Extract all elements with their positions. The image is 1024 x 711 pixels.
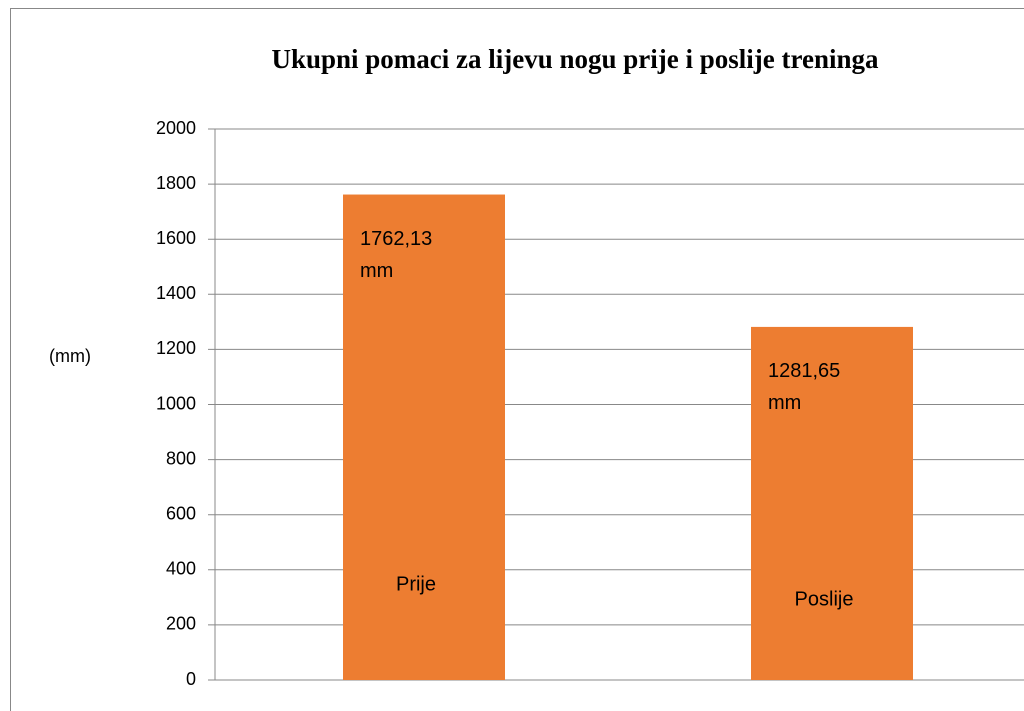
y-tick-label: 1800 [156, 173, 196, 193]
value-label: 1281,65 mm [768, 359, 841, 414]
y-tick-label: 800 [166, 448, 196, 468]
category-label: Poslije [795, 588, 854, 610]
y-tick-label: 400 [166, 559, 196, 579]
y-tick-label: 1000 [156, 393, 196, 413]
bar [343, 194, 505, 680]
y-tick-label: 600 [166, 503, 196, 523]
y-tick-label: 1200 [156, 338, 196, 358]
y-tick-label: 200 [166, 614, 196, 634]
y-tick-label: 1600 [156, 228, 196, 248]
y-axis-label: (mm) [49, 346, 91, 366]
y-tick-label: 1400 [156, 283, 196, 303]
y-tick-label: 0 [186, 669, 196, 689]
bar [751, 326, 913, 680]
chart-title: Ukupni pomaci za lijevu nogu prije i pos… [271, 44, 879, 74]
y-tick-label: 2000 [156, 118, 196, 138]
chart-frame [10, 8, 1024, 711]
value-label: 1762,13 mm [360, 227, 433, 282]
category-label: Prije [396, 573, 436, 595]
